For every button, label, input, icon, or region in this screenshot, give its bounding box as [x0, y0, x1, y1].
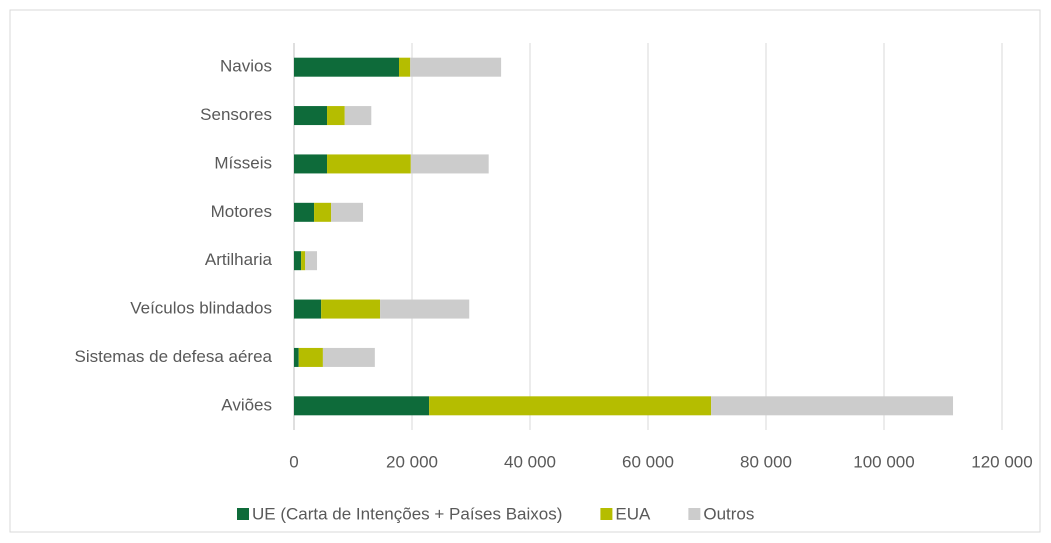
bar-segment [294, 154, 328, 174]
y-tick-label: Sensores [200, 105, 272, 124]
x-tick-label: 120 000 [971, 452, 1032, 471]
y-tick-label: Mísseis [214, 153, 272, 172]
bar-segment [410, 57, 502, 77]
legend-swatch [600, 508, 613, 520]
bar-segment [399, 57, 411, 77]
chart-frame [9, 9, 1041, 533]
legend-label: UE (Carta de Intenções + Países Baixos) [252, 504, 562, 523]
legend-label: Outros [703, 504, 754, 523]
x-tick-label: 60 000 [622, 452, 674, 471]
x-tick-label: 20 000 [386, 452, 438, 471]
legend-swatch [237, 508, 249, 520]
y-tick-label: Aviões [221, 395, 272, 414]
bar-segment [294, 202, 315, 222]
bar-segment [711, 396, 954, 416]
bar-segment [294, 347, 299, 367]
bar-segment [327, 154, 411, 174]
bar-segment [410, 154, 489, 174]
bar-segment [294, 57, 400, 77]
bar-segment [305, 251, 318, 271]
legend-label: EUA [615, 504, 651, 523]
x-tick-label: 0 [289, 452, 298, 471]
bar-segment [322, 347, 375, 367]
bar-segment [429, 396, 712, 416]
bar-segment [321, 299, 381, 319]
bar-segment [327, 106, 345, 126]
bar-segment [380, 299, 470, 319]
bar-segment [294, 106, 328, 126]
bar-segment [294, 251, 302, 271]
y-tick-label: Artilharia [205, 250, 273, 269]
bar-segment [294, 299, 322, 319]
bar-segment [301, 251, 306, 271]
y-tick-label: Motores [211, 202, 272, 221]
x-tick-label: 40 000 [504, 452, 556, 471]
legend-swatch [688, 508, 701, 520]
x-tick-label: 80 000 [740, 452, 792, 471]
x-tick-label: 100 000 [853, 452, 914, 471]
bar-segment [331, 202, 364, 222]
bar-segment [294, 396, 430, 416]
bar-segment [314, 202, 332, 222]
bar-segment [298, 347, 323, 367]
y-tick-label: Sistemas de defesa aérea [74, 347, 272, 366]
bar-segment [344, 106, 372, 126]
y-tick-label: Navios [220, 57, 272, 76]
y-tick-label: Veículos blindados [130, 299, 272, 318]
